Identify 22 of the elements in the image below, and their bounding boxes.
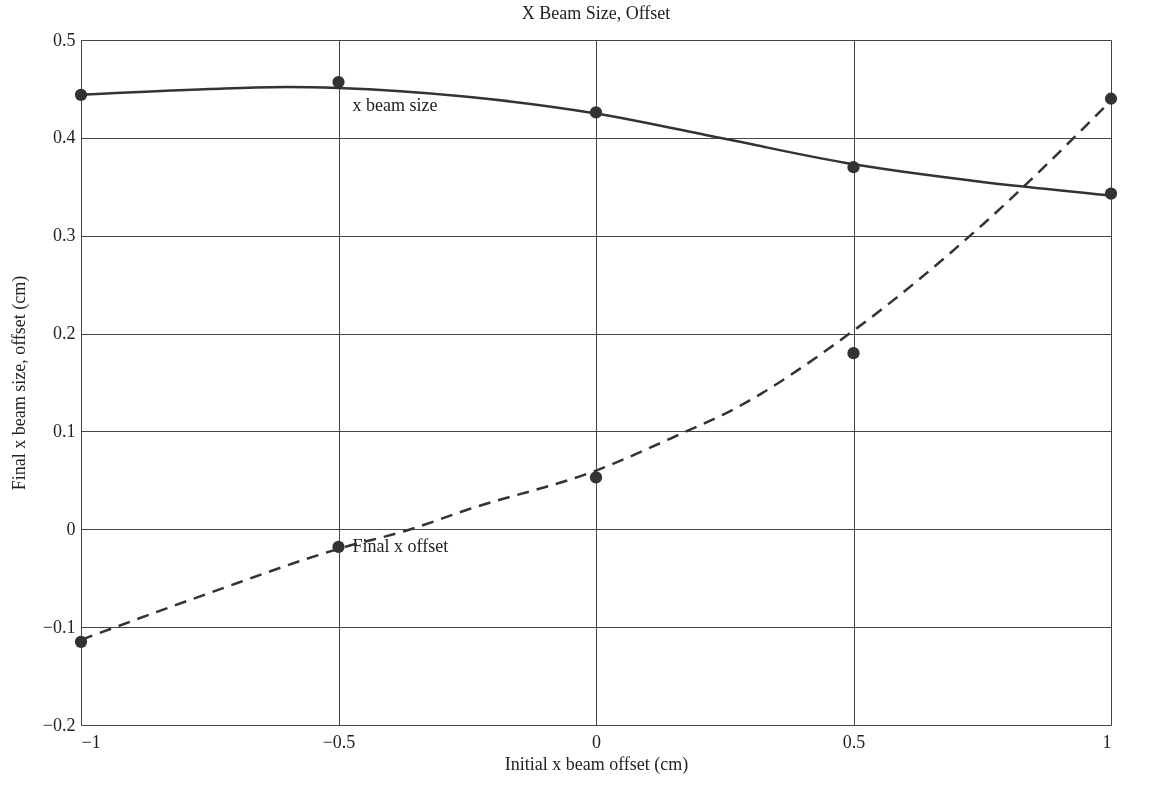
x-axis-title: Initial x beam offset (cm) bbox=[504, 753, 689, 775]
x-tick-label: −1 bbox=[81, 731, 101, 752]
y-tick-label: 0.2 bbox=[53, 323, 76, 344]
y-tick-label: −0.2 bbox=[42, 714, 76, 735]
x-tick-label: 0 bbox=[592, 731, 601, 752]
point bbox=[1104, 92, 1118, 105]
chart-title: X Beam Size, Offset bbox=[521, 3, 671, 23]
annotation: x beam size bbox=[352, 95, 438, 116]
annotation: Final x offset bbox=[352, 535, 449, 556]
x-tick-label: 0.5 bbox=[842, 731, 866, 752]
y-tick-label: 0 bbox=[66, 518, 76, 539]
y-tick-label: 0.1 bbox=[53, 420, 76, 441]
x-tick-label: −0.5 bbox=[322, 731, 356, 752]
y-tick-label: 0.4 bbox=[53, 127, 76, 148]
x-tick-label: 1 bbox=[1102, 731, 1112, 752]
point bbox=[589, 471, 603, 484]
point bbox=[332, 75, 345, 89]
y-axis-title: Final x beam size, offset (cm) bbox=[8, 275, 30, 491]
y-tick-label: −0.1 bbox=[42, 616, 76, 637]
point bbox=[847, 347, 860, 360]
y-tick-label: 0.3 bbox=[53, 225, 76, 246]
y-tick-label: 0.5 bbox=[53, 29, 76, 50]
